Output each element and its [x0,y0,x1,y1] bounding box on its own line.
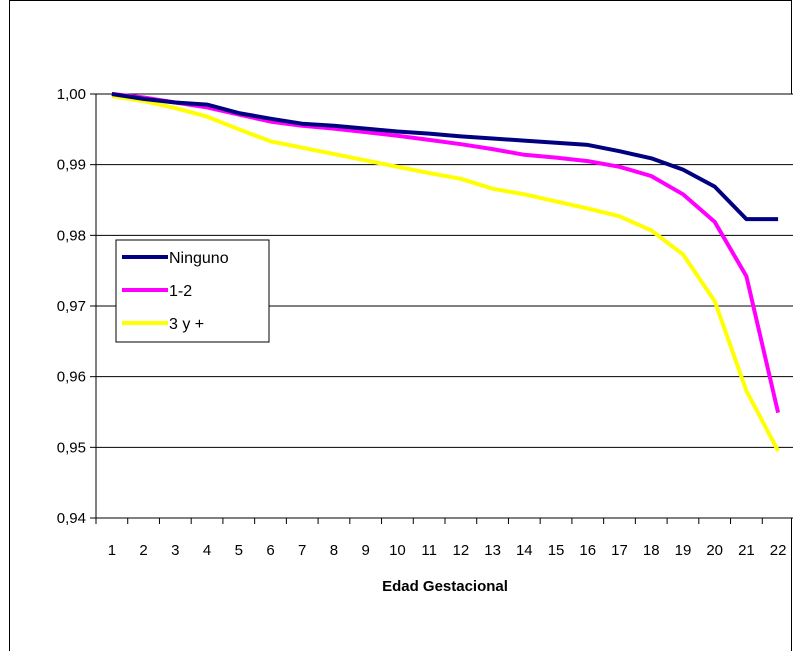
x-tick-label: 2 [139,542,147,559]
y-tick-label: 0,99 [57,157,86,174]
x-tick-label: 13 [484,542,501,559]
x-tick-label: 6 [266,542,274,559]
legend-label: Ninguno [169,250,229,267]
x-tick-label: 20 [706,542,723,559]
series-line-3-y [111,94,780,452]
x-tick-label: 11 [421,542,437,559]
y-tick-label: 1,00 [57,86,86,103]
chart-frame: 0,94 0,95 0,96 0,97 0,98 0,99 1,00 1 2 3 4 5 6 7 8 9 10 1… [9,0,793,651]
x-tick-label: 16 [579,542,596,559]
x-tick-label: 4 [203,542,211,559]
y-tick-label: 0,94 [57,510,86,527]
y-tick-label: 0,97 [57,298,86,315]
x-tick-label: 14 [516,542,533,559]
line-chart: 0,940,950,960,970,980,991,001 2 3 4 5 6 7 8 9 10 1… [57,86,793,595]
x-tick-label: 17 [611,542,628,559]
series-line-1-2 [111,92,781,414]
series-line-ninguno [111,92,779,222]
y-tick-label: 0,96 [57,369,86,386]
x-axis-title: Edad Gestacional [382,578,508,595]
legend-label: 1-2 [169,283,192,300]
x-tick-label: 5 [235,542,243,559]
x-tick-label: 1 [108,542,116,559]
legend-label: 3 y + [169,316,204,333]
x-tick-label: 7 [298,542,306,559]
x-tick-label: 18 [643,542,660,559]
x-tick-label: 19 [675,542,692,559]
x-tick-label: 12 [453,542,470,559]
axes: 0,940,950,960,970,980,991,001 2 3 4 5 6 7 8 9 10 1… [57,86,793,559]
x-tick-label: 8 [330,542,338,559]
y-tick-label: 0,98 [57,227,86,244]
x-tick-label: 9 [362,542,370,559]
x-tick-label: 21 [738,542,755,559]
legend: Ninguno 1-2 3 y + [115,239,270,343]
x-tick-label: 3 [171,542,179,559]
x-tick-label: 15 [548,542,565,559]
y-tick-label: 0,95 [57,439,86,456]
x-tick-label: 10 [389,542,406,559]
series-lines [111,92,781,452]
x-tick-label: 22 [770,542,787,559]
